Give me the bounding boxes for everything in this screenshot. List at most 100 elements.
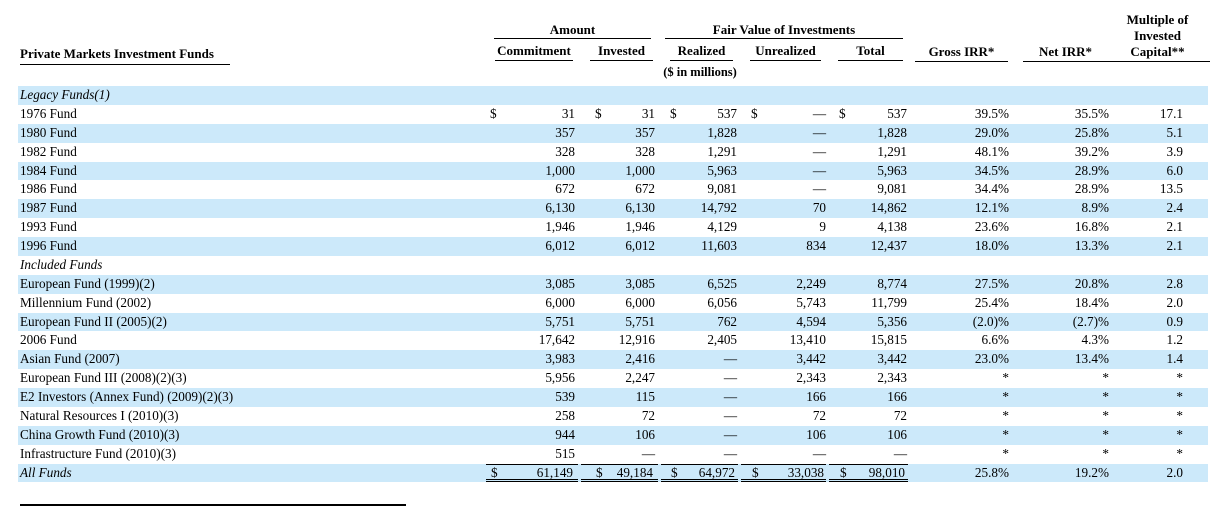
fund-name: 1976 Fund	[20, 105, 77, 121]
total-value: 8,774	[877, 275, 907, 291]
gross-irr-value: 34.5%	[974, 162, 1009, 178]
commitment-value: 258	[555, 407, 575, 423]
dollar-sign: $	[491, 464, 498, 480]
dollar-sign: $	[671, 464, 678, 480]
net-irr-value: *	[1102, 445, 1109, 461]
multiple-value: *	[1176, 370, 1183, 386]
table-row: Infrastructure Fund (2010)(3) 515 — — — …	[18, 445, 1208, 464]
realized-value: 1,291	[707, 143, 737, 159]
fund-name: Natural Resources I (2010)(3)	[20, 407, 179, 423]
commitment-value	[485, 256, 580, 275]
invested-value: 6,130	[625, 200, 655, 216]
invested-value: 328	[635, 143, 655, 159]
commitment-value: 944	[555, 426, 575, 442]
net-irr-value	[1012, 86, 1112, 105]
realized-value: 4,129	[707, 219, 737, 235]
table-row: European Fund II (2005)(2) 5,751 5,751 7…	[18, 312, 1208, 332]
commitment-value: 5,956	[545, 370, 575, 386]
fair-value-group-label: Fair Value of Investments	[665, 22, 903, 39]
total-value	[828, 256, 910, 275]
dollar-sign: $	[751, 105, 758, 121]
multiple-value: 1.2	[1166, 332, 1183, 348]
unrealized-value: 106	[806, 426, 826, 442]
invested-value	[580, 86, 660, 105]
dollar-sign: $	[670, 105, 677, 121]
table-row: European Fund (1999)(2) 3,085 3,085 6,52…	[18, 274, 1208, 294]
net-irr-value: 13.4%	[1074, 351, 1109, 367]
fund-name: Legacy Funds(1)	[20, 87, 110, 102]
dollar-sign: $	[839, 105, 846, 121]
gross-irr-value: 48.1%	[974, 143, 1009, 159]
commitment-value: 5,751	[545, 313, 575, 329]
gross-irr-value: 34.4%	[974, 181, 1009, 197]
fund-column-header: Private Markets Investment Funds	[20, 46, 230, 65]
fund-name: China Growth Fund (2010)(3)	[20, 426, 180, 442]
multiple-value: 3.9	[1166, 143, 1183, 159]
net-irr-value: 4.3%	[1081, 332, 1109, 348]
commitment-value: 328	[555, 143, 575, 159]
net-irr-value: 13.3%	[1074, 238, 1109, 253]
realized-value: 762	[717, 313, 737, 329]
gross-irr-value: 6.6%	[981, 332, 1009, 348]
unrealized-value: 70	[812, 200, 826, 216]
commitment-value: 1,946	[545, 219, 575, 235]
commitment-column-header: Commitment	[495, 43, 573, 61]
gross-irr-value: *	[1002, 445, 1009, 461]
fund-name: European Fund III (2008)(2)(3)	[20, 370, 187, 386]
amount-subcolumns: Commitment Invested	[485, 43, 660, 61]
commitment-value: $61,149	[486, 463, 578, 483]
multiple-value: 13.5	[1159, 181, 1183, 197]
multiple-value: 2.0	[1166, 464, 1183, 480]
table-row: 1986 Fund 672 672 9,081 — 9,081 34.4% 28…	[18, 180, 1208, 199]
multiple-value: *	[1176, 445, 1183, 461]
gross-irr-value: *	[1002, 389, 1009, 404]
fund-name: 1986 Fund	[20, 181, 77, 197]
net-irr-value: *	[1102, 426, 1109, 442]
commitment-value: 1,000	[545, 162, 575, 178]
multiple-value: 2.0	[1166, 294, 1183, 310]
multiple-value: *	[1176, 389, 1183, 404]
invested-value: $31	[580, 105, 660, 124]
total-value: 9,081	[877, 181, 907, 197]
fund-name: 2006 Fund	[20, 332, 77, 348]
commitment-value: 672	[555, 181, 575, 197]
multiple-value: 17.1	[1159, 105, 1183, 121]
footnote-rule	[20, 504, 406, 506]
unrealized-value: —	[812, 143, 826, 159]
invested-value: 6,000	[625, 294, 655, 310]
table-row: 1993 Fund 1,946 1,946 4,129 9 4,138 23.6…	[18, 218, 1208, 237]
table-row: Included Funds	[18, 256, 1208, 275]
net-irr-value: 25.8%	[1074, 124, 1109, 140]
net-irr-value: 35.5%	[1074, 105, 1109, 121]
commitment-value: 3,085	[545, 275, 575, 291]
total-value: 106	[887, 426, 907, 442]
unrealized-value	[740, 86, 828, 105]
commitment-value: 6,012	[545, 238, 575, 253]
realized-value: $64,972	[661, 463, 738, 483]
gross-irr-value: 27.5%	[974, 275, 1009, 291]
gross-irr-value: 25.8%	[974, 464, 1009, 480]
realized-value: 5,963	[707, 162, 737, 178]
unrealized-value: —	[812, 124, 826, 140]
fund-name: 1982 Fund	[20, 143, 77, 159]
commitment-value: 6,130	[545, 200, 575, 216]
invested-value: 6,012	[625, 238, 655, 253]
commitment-value: 357	[555, 124, 575, 140]
invested-value: 106	[635, 426, 655, 442]
fair-value-subcolumns: Realized Unrealized Total	[660, 43, 910, 61]
multiple-value: *	[1176, 407, 1183, 423]
realized-value: —	[723, 370, 737, 386]
unrealized-value: 13,410	[789, 332, 826, 348]
total-value: 3,442	[877, 351, 907, 367]
realized-value: 9,081	[707, 181, 737, 197]
gross-irr-value: 23.0%	[974, 351, 1009, 367]
multiple-value: 2.4	[1166, 200, 1183, 216]
fund-name: Asian Fund (2007)	[20, 351, 120, 367]
multiple-value: 2.1	[1166, 238, 1183, 253]
total-value: 4,138	[877, 219, 907, 235]
net-irr-value: 39.2%	[1074, 143, 1109, 159]
realized-value: 14,792	[700, 200, 737, 216]
net-irr-value: 8.9%	[1081, 200, 1109, 216]
unrealized-value: —	[812, 162, 826, 178]
